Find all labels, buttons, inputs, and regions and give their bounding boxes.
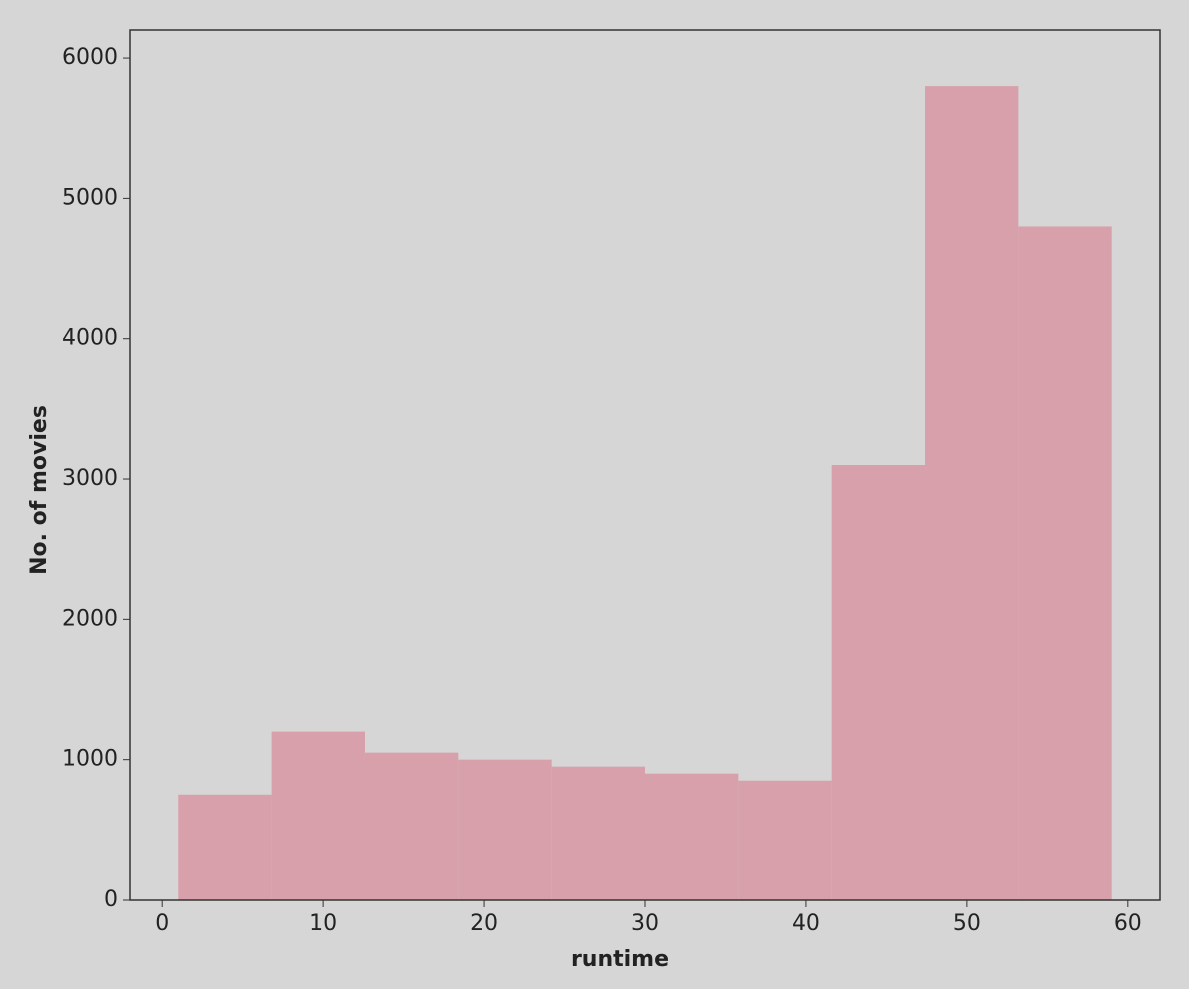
bar — [831, 465, 926, 900]
x-axis-label: runtime — [571, 947, 669, 972]
x-tick-label: 50 — [953, 911, 981, 936]
bar — [645, 773, 739, 900]
x-tick-label: 30 — [631, 911, 659, 936]
y-tick-label: 0 — [104, 887, 118, 912]
y-tick-label: 2000 — [62, 606, 118, 631]
y-tick-label: 4000 — [62, 326, 118, 351]
y-axis-label: No. of movies — [27, 405, 52, 575]
x-tick-label: 40 — [792, 911, 820, 936]
bar — [364, 752, 459, 900]
bar — [271, 731, 365, 900]
bar — [738, 780, 832, 900]
bar — [458, 759, 552, 900]
x-tick-label: 60 — [1114, 911, 1142, 936]
bar — [178, 794, 272, 900]
x-tick-label: 0 — [155, 911, 169, 936]
y-tick-label: 5000 — [62, 185, 118, 210]
y-tick-label: 1000 — [62, 747, 118, 772]
bar — [1018, 226, 1112, 901]
y-tick-label: 3000 — [62, 466, 118, 491]
bar — [925, 86, 1019, 901]
x-tick-label: 10 — [309, 911, 337, 936]
y-tick-label: 6000 — [62, 45, 118, 70]
bar — [551, 766, 645, 900]
x-tick-label: 20 — [470, 911, 498, 936]
